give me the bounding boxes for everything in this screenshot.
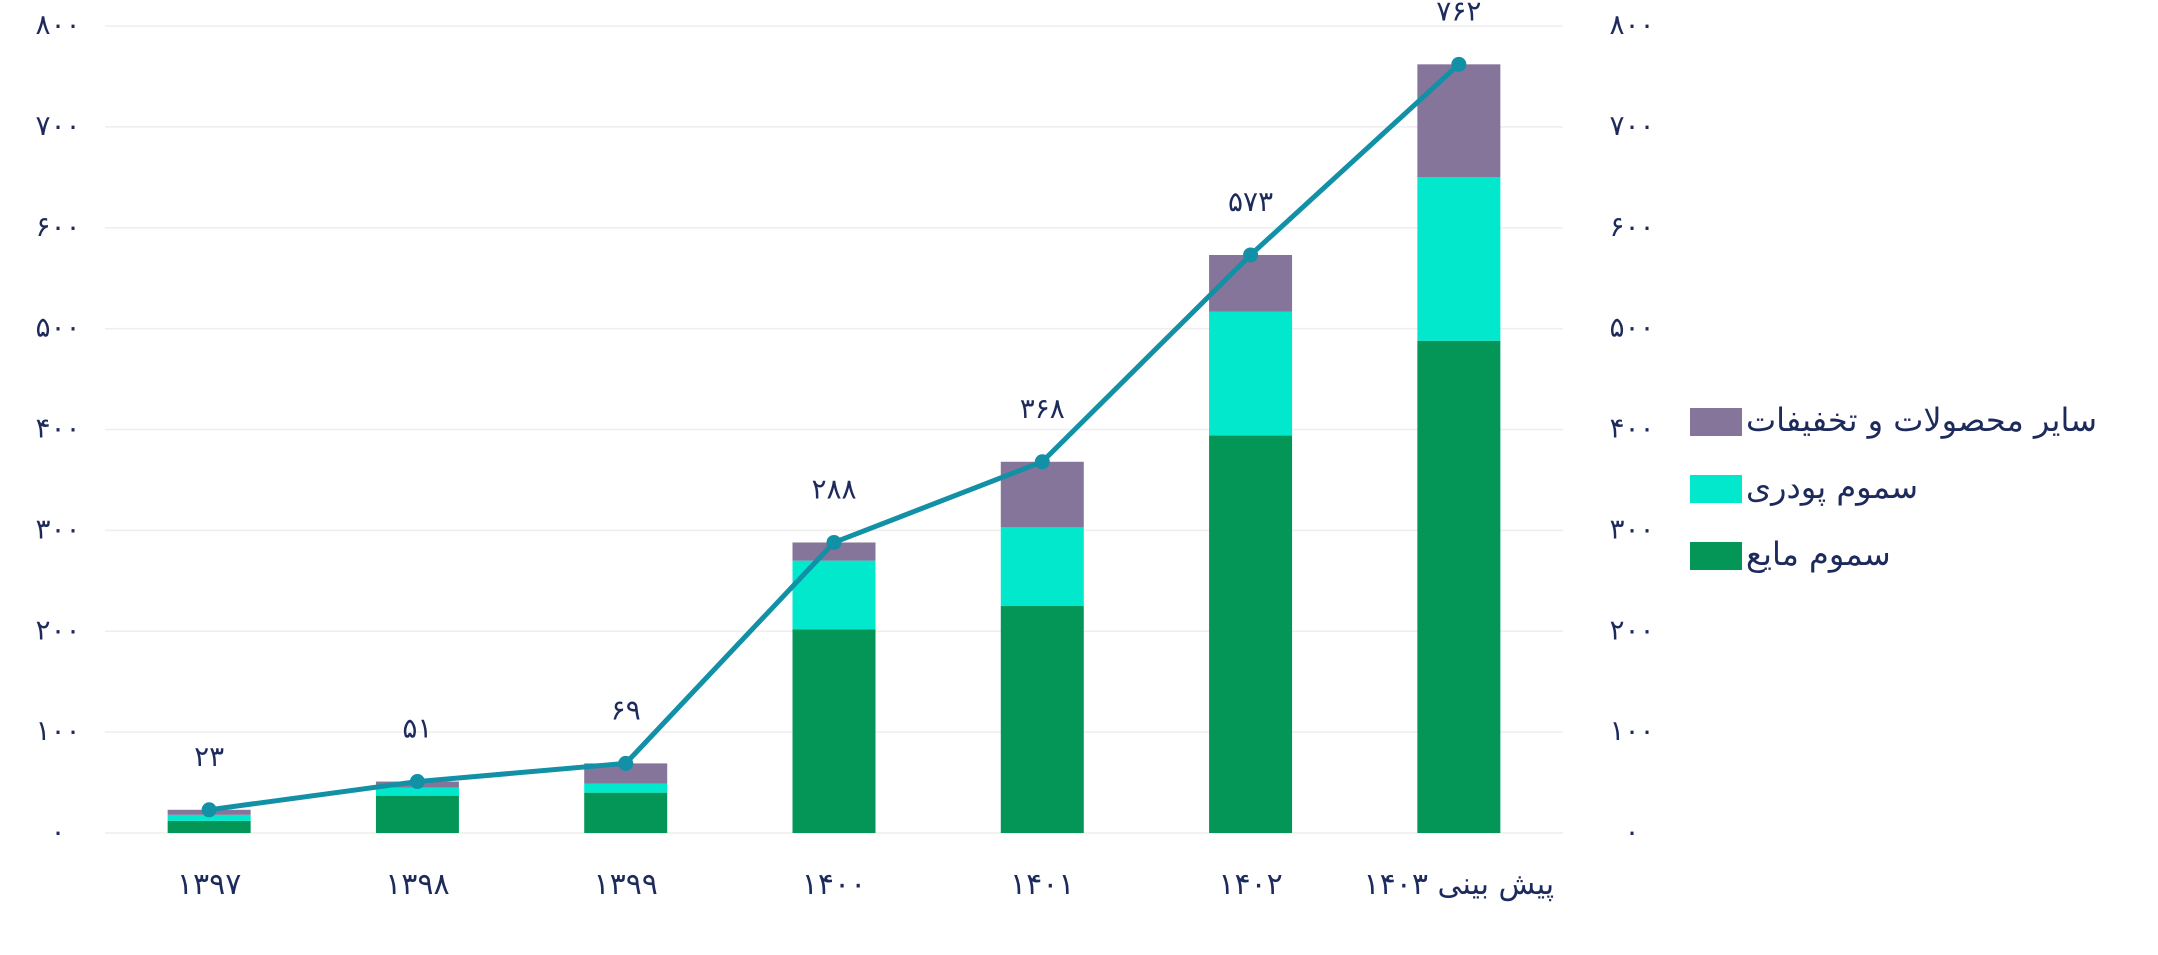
- legend-label: سایر محصولات و تخفیفات: [1746, 401, 2098, 439]
- bar-segment: [584, 763, 668, 784]
- legend-label: سموم پودری: [1746, 468, 1919, 506]
- value-label: ۵۷۳: [1228, 185, 1273, 218]
- y2-tick-label: ۴۰۰: [1609, 412, 1654, 445]
- bar-segment: [1417, 340, 1501, 833]
- bar-segment: [584, 792, 668, 833]
- y2-tick-label: ۷۰۰: [1609, 109, 1654, 142]
- x-tick-label: ۱۴۰۰: [801, 867, 867, 902]
- bar-segment: [792, 542, 876, 561]
- line-marker: [409, 774, 425, 790]
- value-label: ۳۶۸: [1020, 392, 1065, 425]
- y2-tick-label: ۳۰۰: [1609, 512, 1654, 545]
- y-tick-label: ۳۰۰: [35, 512, 80, 545]
- legend-label: سموم مایع: [1746, 535, 1891, 573]
- x-tick-label: ۱۳۹۸: [385, 867, 450, 902]
- line-marker: [1451, 56, 1467, 72]
- bar-segment: [167, 820, 251, 833]
- value-label: ۷۶۲: [1436, 0, 1481, 27]
- y2-tick-label: ۶۰۰: [1609, 210, 1654, 243]
- y2-tick-label: ۲۰۰: [1609, 613, 1654, 646]
- y-tick-label: ۰: [50, 815, 65, 848]
- bar-segment: [1417, 64, 1501, 178]
- bar-segment: [167, 814, 251, 821]
- legend-swatch: [1690, 475, 1742, 503]
- legend-swatch: [1690, 408, 1742, 436]
- value-label: ۲۸۸: [811, 472, 856, 505]
- x-tick-label: پیش بینی ۱۴۰۳: [1363, 867, 1555, 902]
- line-marker: [826, 534, 842, 550]
- line-marker: [201, 802, 217, 818]
- line-marker: [1243, 247, 1259, 263]
- x-tick-label: ۱۳۹۷: [176, 867, 242, 902]
- y-tick-label: ۷۰۰: [35, 109, 80, 142]
- x-tick-label: ۱۳۹۹: [593, 867, 658, 902]
- y-tick-label: ۲۰۰: [35, 613, 80, 646]
- x-tick-label: ۱۴۰۱: [1010, 867, 1075, 902]
- y-tick-label: ۶۰۰: [35, 210, 80, 243]
- bar-segment: [1209, 435, 1293, 833]
- bar-segment: [1417, 177, 1501, 341]
- value-label: ۲۳: [194, 740, 224, 773]
- x-tick-label: ۱۴۰۲: [1218, 867, 1283, 902]
- bar-segment: [1000, 527, 1084, 607]
- line-marker: [1034, 454, 1050, 470]
- value-label: ۵۱: [402, 712, 432, 745]
- value-label: ۶۹: [611, 693, 641, 726]
- bar-segment: [1000, 606, 1084, 833]
- bar-segment: [375, 787, 459, 796]
- bar-segment: [375, 795, 459, 833]
- legend-swatch: [1690, 542, 1742, 570]
- line-marker: [618, 755, 634, 771]
- y-tick-label: ۴۰۰: [35, 412, 80, 445]
- y-tick-label: ۱۰۰: [35, 714, 80, 747]
- y-tick-label: ۵۰۰: [35, 311, 80, 344]
- bar-segment: [1209, 311, 1293, 436]
- y2-tick-label: ۱۰۰: [1609, 714, 1654, 747]
- bar-segment: [584, 783, 668, 793]
- bar-segment: [792, 629, 876, 833]
- y2-tick-label: ۰: [1624, 815, 1639, 848]
- y-tick-label: ۸۰۰: [35, 8, 80, 41]
- y2-tick-label: ۸۰۰: [1609, 8, 1654, 41]
- y2-tick-label: ۵۰۰: [1609, 311, 1654, 344]
